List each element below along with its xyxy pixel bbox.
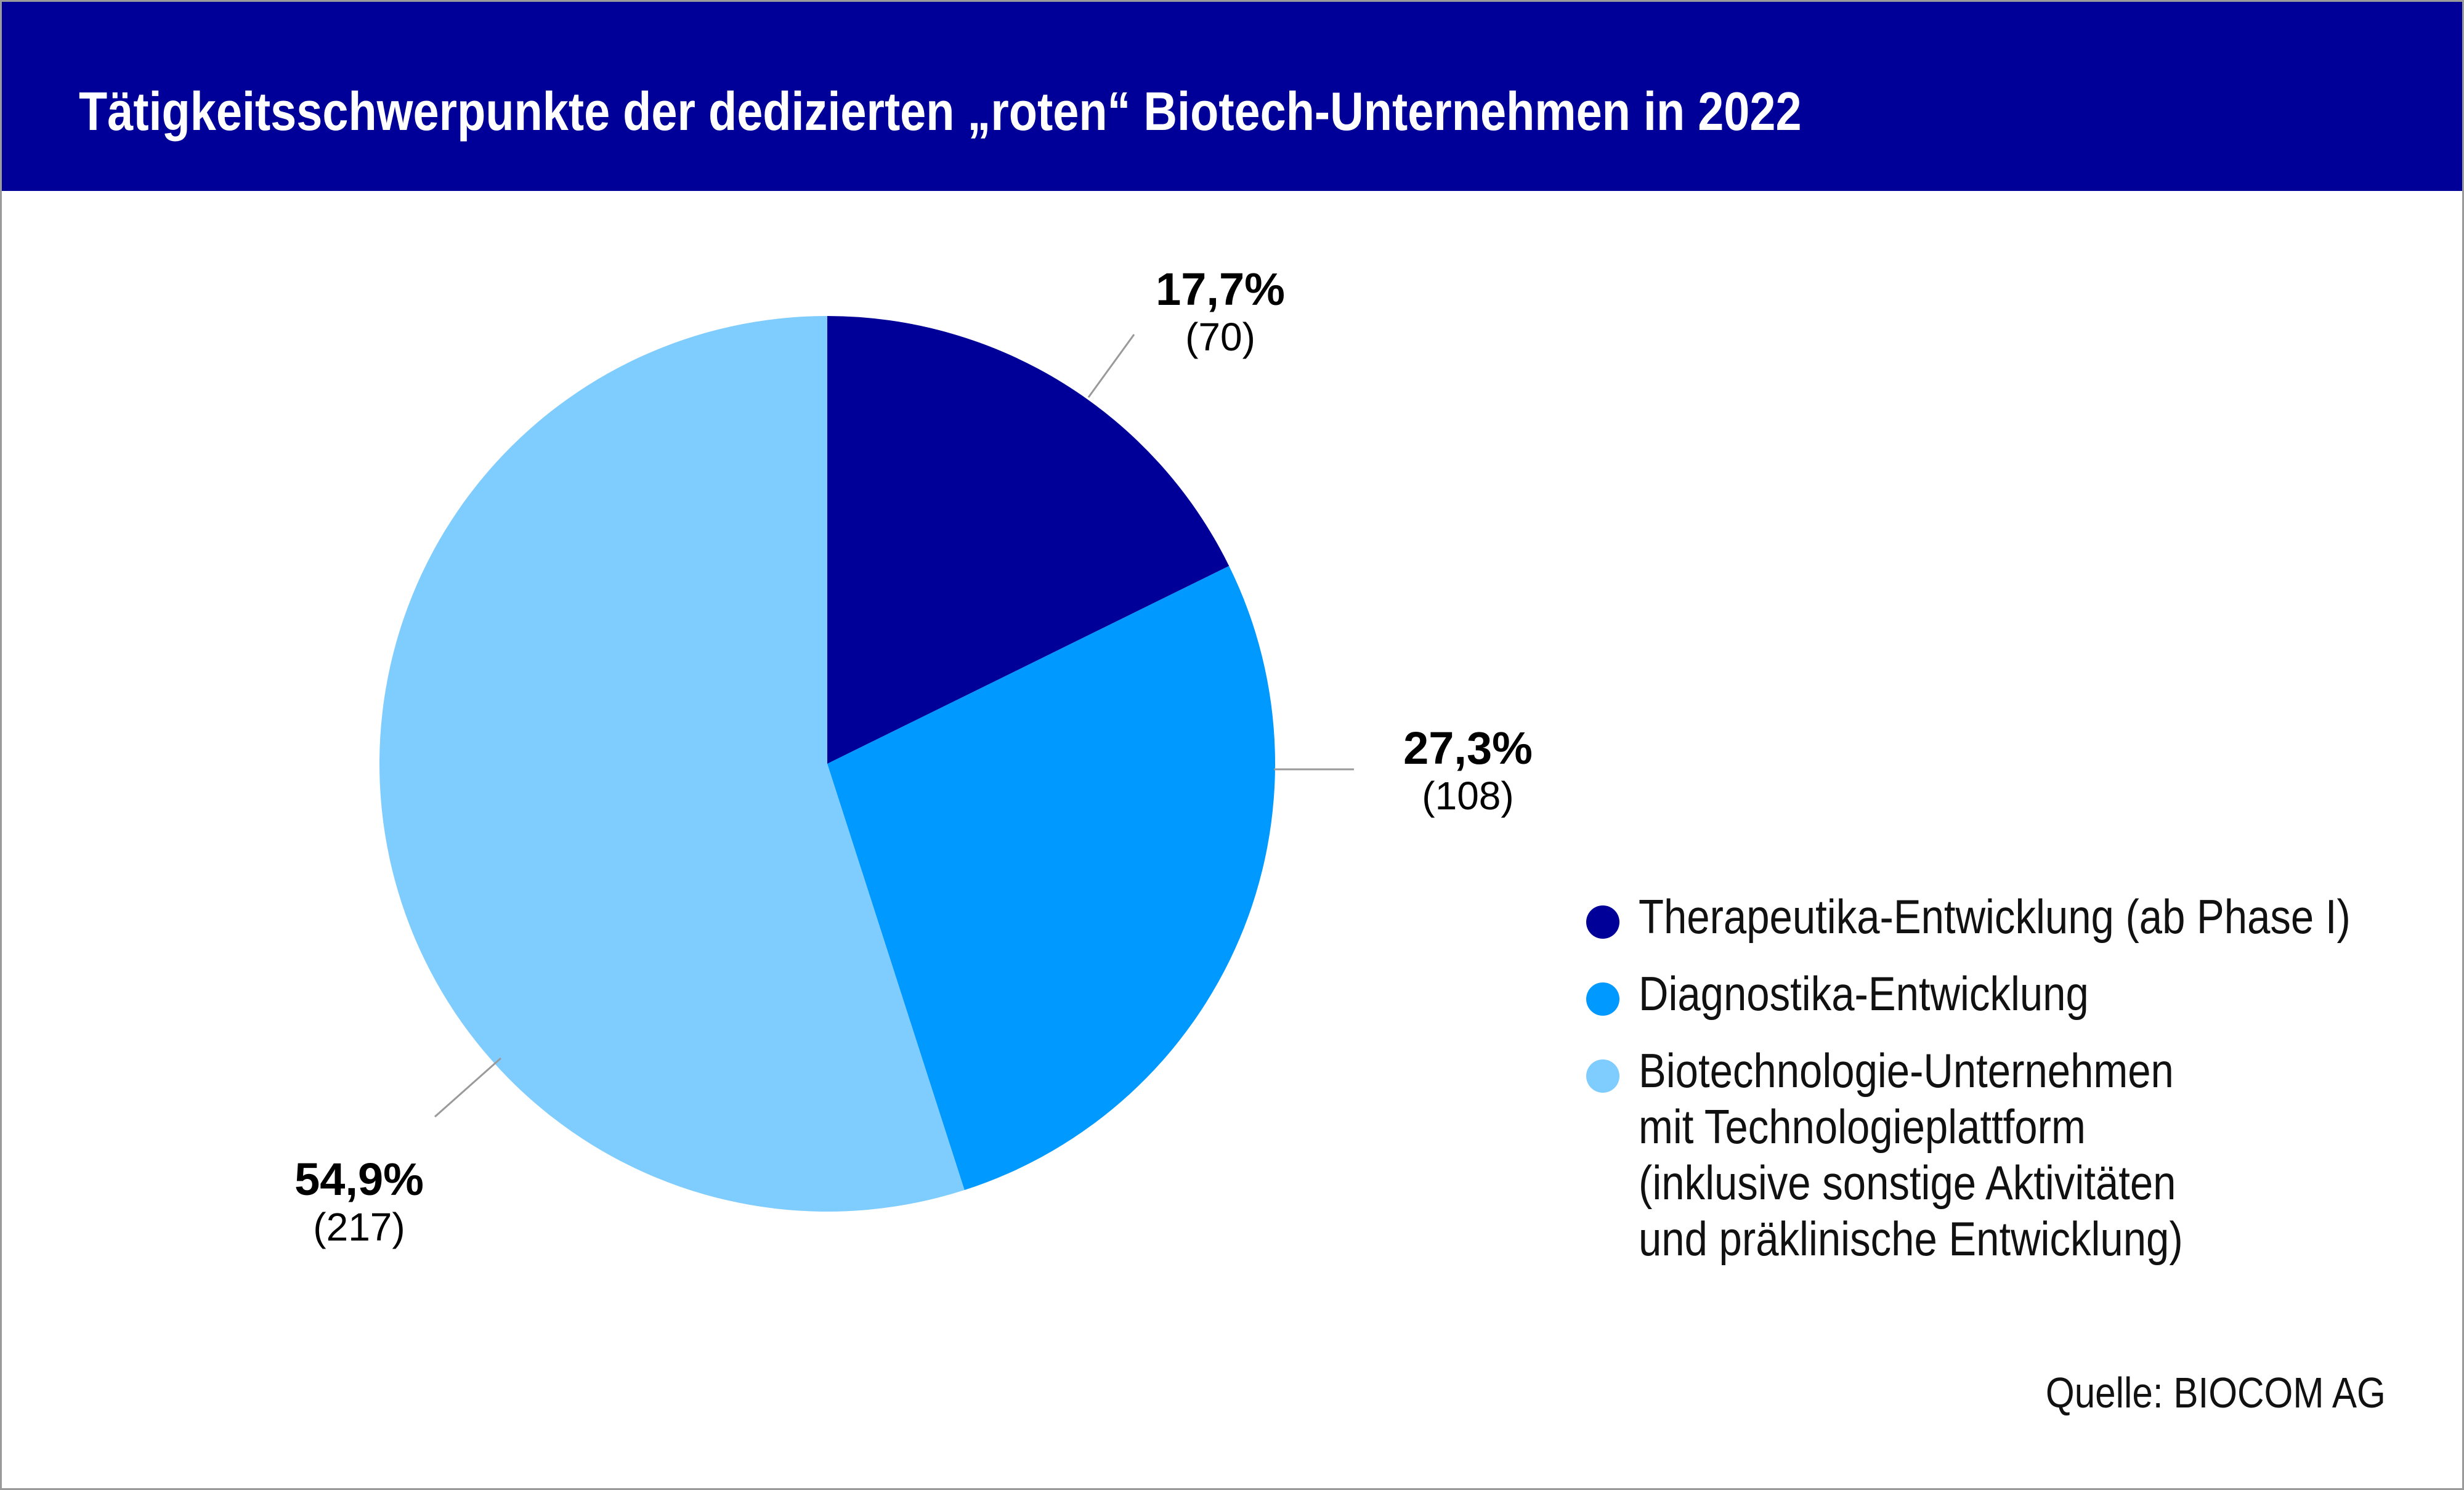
title-bar: Tätigkeitsschwerpunkte der dedizierten „…: [2, 2, 2462, 191]
legend-label: Therapeutika-Entwicklung (ab Phase I): [1639, 889, 2351, 944]
count-label: (70): [1185, 315, 1255, 359]
count-label: (217): [313, 1205, 405, 1249]
legend-item-diagnostika: Diagnostika-Entwicklung: [1580, 966, 2442, 1022]
slice-therapeutika: [827, 316, 1230, 764]
legend-swatch: [1586, 982, 1619, 1016]
percent-label: 54,9%: [294, 1154, 424, 1205]
slice-label-therapeutika: 17,7% (70): [1156, 264, 1285, 358]
legend-item-therapeutika: Therapeutika-Entwicklung (ab Phase I): [1580, 889, 2442, 945]
source-note: Quelle: BIOCOM AG: [2045, 1369, 2386, 1417]
legend-swatch: [1586, 1059, 1619, 1093]
slice-label-plattform: 54,9% (217): [294, 1154, 424, 1249]
leader-line: [1087, 334, 1135, 398]
slice-plattform: [379, 316, 965, 1212]
slice-label-diagnostika: 27,3% (108): [1403, 723, 1533, 817]
slice-diagnostika: [827, 565, 1276, 1191]
leader-line: [434, 1057, 501, 1118]
legend-label: Biotechnologie-Unternehmen mit Technolog…: [1639, 1043, 2183, 1266]
legend-swatch: [1586, 905, 1619, 939]
percent-label: 27,3%: [1403, 723, 1533, 774]
percent-label: 17,7%: [1156, 264, 1285, 315]
legend: Therapeutika-Entwicklung (ab Phase I) Di…: [1580, 889, 2442, 1288]
chart-title: Tätigkeitsschwerpunkte der dedizierten „…: [79, 81, 1802, 142]
legend-label: Diagnostika-Entwicklung: [1639, 966, 2089, 1021]
count-label: (108): [1422, 774, 1514, 818]
legend-item-plattform: Biotechnologie-Unternehmen mit Technolog…: [1580, 1043, 2442, 1267]
